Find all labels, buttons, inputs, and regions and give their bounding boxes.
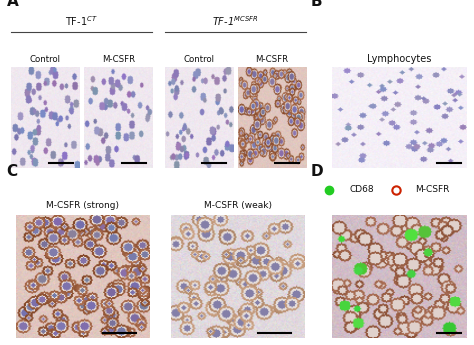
Text: CD68: CD68 bbox=[349, 186, 374, 195]
Text: M-CSFR: M-CSFR bbox=[255, 55, 289, 64]
Text: Control: Control bbox=[183, 55, 214, 64]
Text: C: C bbox=[7, 164, 18, 179]
Text: M-CSFR: M-CSFR bbox=[415, 186, 449, 195]
Text: TF-1$^{CT}$: TF-1$^{CT}$ bbox=[65, 14, 98, 28]
Text: M-CSFR: M-CSFR bbox=[102, 55, 135, 64]
Text: D: D bbox=[311, 164, 324, 179]
Text: Lymphocytes: Lymphocytes bbox=[367, 54, 431, 64]
Text: B: B bbox=[311, 0, 323, 9]
Text: TF-1$^{MCSFR}$: TF-1$^{MCSFR}$ bbox=[212, 14, 259, 28]
Text: Control: Control bbox=[30, 55, 61, 64]
Text: M-CSFR (strong): M-CSFR (strong) bbox=[46, 201, 119, 210]
Text: A: A bbox=[7, 0, 18, 9]
Text: M-CSFR (weak): M-CSFR (weak) bbox=[204, 201, 272, 210]
